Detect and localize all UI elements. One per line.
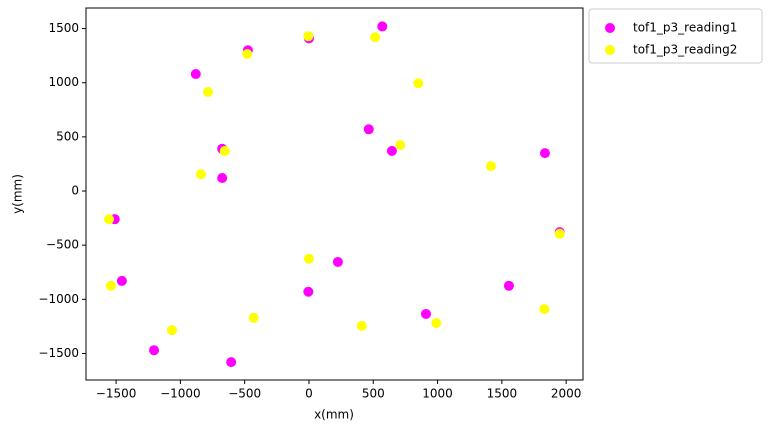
x-tick-label: −500: [228, 387, 261, 401]
legend-marker: [605, 23, 615, 33]
legend-label: tof1_p3_reading2: [633, 43, 737, 57]
point: [190, 69, 201, 80]
y-tick-label: 1500: [48, 21, 79, 35]
point: [303, 31, 314, 42]
point: [226, 357, 237, 368]
point: [554, 228, 565, 239]
point: [104, 214, 115, 225]
point: [217, 173, 228, 184]
y-tick-label: −500: [46, 238, 79, 252]
x-tick-label: −1000: [160, 387, 201, 401]
y-tick-label: −1500: [38, 346, 79, 360]
x-tick-label: 500: [362, 387, 385, 401]
point: [303, 286, 314, 297]
point: [195, 169, 206, 180]
legend-label: tof1_p3_reading1: [633, 21, 737, 35]
point: [377, 21, 388, 32]
point: [386, 145, 397, 156]
plot-frame: [85, 7, 584, 381]
x-tick-label: 1000: [422, 387, 453, 401]
point: [332, 256, 343, 267]
point: [219, 145, 230, 156]
point: [413, 78, 424, 89]
y-tick-label: 500: [56, 129, 79, 143]
point: [167, 325, 178, 336]
point: [395, 139, 406, 150]
point: [356, 320, 367, 331]
legend-marker: [605, 45, 615, 55]
x-tick-label: 1500: [487, 387, 518, 401]
point: [539, 304, 550, 315]
point: [105, 280, 116, 291]
y-tick-label: 0: [71, 184, 79, 198]
point: [203, 86, 214, 97]
x-tick-label: −1500: [96, 387, 137, 401]
point: [370, 32, 381, 43]
x-tick-label: 0: [305, 387, 313, 401]
x-tick-label: 2000: [551, 387, 582, 401]
y-tick-label: −1000: [38, 292, 79, 306]
x-axis-label: x(mm): [314, 408, 354, 422]
point: [363, 124, 374, 135]
point: [116, 275, 127, 286]
point: [303, 253, 314, 264]
point: [242, 49, 253, 60]
point: [248, 312, 259, 323]
legend-box: [588, 8, 763, 64]
point: [485, 161, 496, 172]
point: [149, 345, 160, 356]
point: [420, 308, 431, 319]
point: [539, 148, 550, 159]
y-tick-label: 1000: [48, 75, 79, 89]
y-axis-label: y(mm): [11, 174, 25, 214]
point: [503, 280, 514, 291]
point: [431, 318, 442, 329]
